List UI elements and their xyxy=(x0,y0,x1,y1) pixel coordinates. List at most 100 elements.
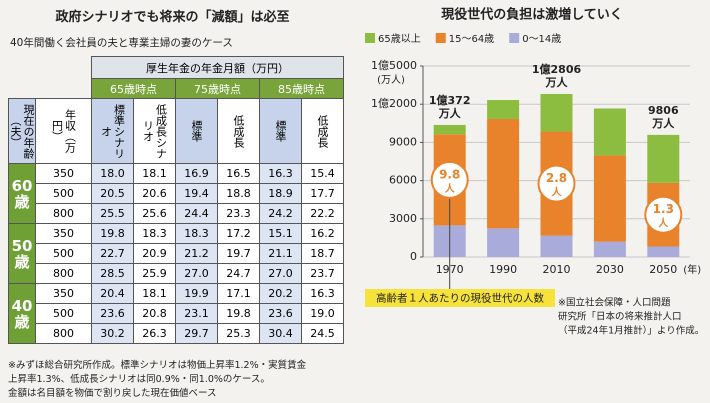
income-cell: 500 xyxy=(35,303,92,324)
group-header: 75歳時点 xyxy=(175,78,260,99)
value-cell: 18.0 xyxy=(91,163,134,184)
row: 50歳 350 19.8 18.3 18.3 17.2 15.1 16.2 xyxy=(8,223,344,284)
ratio-badge xyxy=(644,195,683,234)
value-cell: 24.4 xyxy=(175,203,218,224)
sub-header-text: 標準 xyxy=(190,120,203,142)
source-line: 研究所「日本の将来推計人口 xyxy=(558,311,682,323)
value-cell: 19.8 xyxy=(91,223,134,244)
value-cell: 26.3 xyxy=(133,323,176,344)
bar-segment xyxy=(540,235,573,257)
x-tick-label: 2050 xyxy=(649,263,677,276)
age-header-text: 現在の年齢（夫） xyxy=(9,103,35,159)
group-header: 65歳時点 xyxy=(91,78,176,99)
value-cell: 22.2 xyxy=(301,203,344,224)
x-axis-unit: (年) xyxy=(683,263,701,276)
value-cell: 16.3 xyxy=(301,283,344,304)
legend-swatch xyxy=(435,33,446,43)
sub-header: 標準シナリオ xyxy=(91,98,134,164)
ratio-label: 高齢者１人あたりの現役世代の人数 xyxy=(376,292,544,305)
value-cell: 16.3 xyxy=(259,163,302,184)
row: 500 23.6 20.8 23.1 19.8 23.6 19.0 xyxy=(9,303,344,324)
value-cell: 16.9 xyxy=(175,163,218,184)
blank xyxy=(9,57,92,99)
ratio-unit: 人 xyxy=(658,217,669,230)
ratio-unit: 人 xyxy=(552,186,563,199)
note-line: 上昇率1.3%、低成長シナリオは同0.9%・同1.0%のケース。 xyxy=(8,374,270,385)
income-cell: 350 xyxy=(35,283,92,304)
table-title: 政府シナリオでも将来の「減額」は必至 xyxy=(55,10,290,25)
value-cell: 23.1 xyxy=(175,303,218,324)
sub-header-text: 標準 xyxy=(274,120,287,142)
bar-segment xyxy=(487,118,520,229)
value-cell: 18.8 xyxy=(217,183,260,204)
value-cell: 20.2 xyxy=(259,283,302,304)
bar-segment xyxy=(647,134,680,183)
bar-segment xyxy=(593,155,626,242)
value-cell: 30.2 xyxy=(91,323,134,344)
value-cell: 30.4 xyxy=(259,323,302,344)
value-cell: 25.6 xyxy=(133,203,176,224)
value-cell: 21.1 xyxy=(259,243,302,264)
value-cell: 20.9 xyxy=(133,243,176,264)
value-cell: 17.2 xyxy=(217,223,260,244)
pension-table: 厚生年金の年金月額（万円） 65歳時点 75歳時点 85歳時点 現在の年齢（夫） 年… xyxy=(8,56,344,344)
income-cell: 500 xyxy=(35,243,92,264)
sub-header: 標準 xyxy=(259,98,302,164)
value-cell: 16.5 xyxy=(217,163,260,184)
ratio-badge xyxy=(537,164,576,203)
sub-header: 低成長 xyxy=(217,98,260,164)
value-cell: 23.7 xyxy=(301,263,344,284)
income-cell: 350 xyxy=(35,163,92,184)
note-line: 金額は名目額を物価で割り戻した現在価値ベース xyxy=(8,388,217,399)
note-line: ※みずほ総合研究所作成。標準シナリオは物価上昇率1.2%・実質賃金 xyxy=(8,360,307,371)
age-cell: 40歳 xyxy=(8,283,36,344)
y-tick-label: 1億2000 xyxy=(371,97,417,110)
value-cell: 29.7 xyxy=(175,323,218,344)
age-header: 現在の年齢（夫） xyxy=(8,98,36,164)
row: 40歳 350 20.4 18.1 19.9 17.1 20.2 16.3 xyxy=(8,283,344,344)
income-cell: 350 xyxy=(35,223,92,244)
bar-segment xyxy=(647,246,680,257)
value-cell: 21.2 xyxy=(175,243,218,264)
value-cell: 16.2 xyxy=(301,223,344,244)
total-label-unit: 万人 xyxy=(545,75,569,89)
ratio-value: 9.8 xyxy=(439,167,460,181)
total-label: 1億2806 xyxy=(532,62,582,76)
sub-header: 低成長 xyxy=(301,98,344,164)
y-tick-label: 1億5000 xyxy=(371,59,417,72)
y-axis-unit: (万人) xyxy=(377,74,405,86)
table-subtitle: 40年間働く会社員の夫と専業主婦の妻のケース xyxy=(10,37,233,49)
value-cell: 23.6 xyxy=(259,303,302,324)
legend-swatch xyxy=(365,33,375,43)
value-cell: 19.9 xyxy=(175,283,218,304)
chart: 現役世代の負担は激増していく 65歳以上 15～64歳 0～14歳 0 3000 6000… xyxy=(365,7,704,337)
value-cell: 23.6 xyxy=(91,303,134,324)
total-label: 1億372 xyxy=(429,93,471,107)
bar-segment xyxy=(487,228,520,257)
total-label: 9806 xyxy=(648,104,679,117)
bar-segment xyxy=(593,108,626,156)
notes: ※みずほ総合研究所作成。標準シナリオは物価上昇率1.2%・実質賃金 上昇率1.3%… xyxy=(8,359,306,401)
age-cell: 60歳 xyxy=(8,163,36,224)
ratio-unit: 人 xyxy=(445,182,456,195)
value-cell: 19.0 xyxy=(301,303,344,324)
value-cell: 18.3 xyxy=(133,223,176,244)
total-label-unit: 万人 xyxy=(651,116,675,130)
sub-header-text: 低成長 xyxy=(316,114,329,148)
ratio-value: 1.3 xyxy=(653,202,674,216)
age-cell: 50歳 xyxy=(8,223,36,284)
row: 500 22.7 20.9 21.2 19.7 21.1 18.7 xyxy=(9,243,344,264)
row: 800 25.5 25.6 24.4 23.3 24.2 22.2 xyxy=(9,203,344,224)
sub-header: 低成長シナリオ xyxy=(133,98,176,164)
ratio-badge xyxy=(430,160,469,199)
row: 60歳 350 18.0 18.1 16.9 16.5 16.3 15.4 xyxy=(8,163,344,224)
source-line: （平成24年1月推計）」より作成。 xyxy=(558,325,704,337)
value-cell: 22.7 xyxy=(91,243,134,264)
x-tick-label: 1990 xyxy=(489,263,517,276)
value-cell: 20.6 xyxy=(133,183,176,204)
chart-title: 現役世代の負担は激増していく xyxy=(441,7,623,23)
value-cell: 19.7 xyxy=(217,243,260,264)
legend-swatch xyxy=(509,33,520,43)
bar-segment xyxy=(593,241,626,257)
value-cell: 25.5 xyxy=(91,203,134,224)
